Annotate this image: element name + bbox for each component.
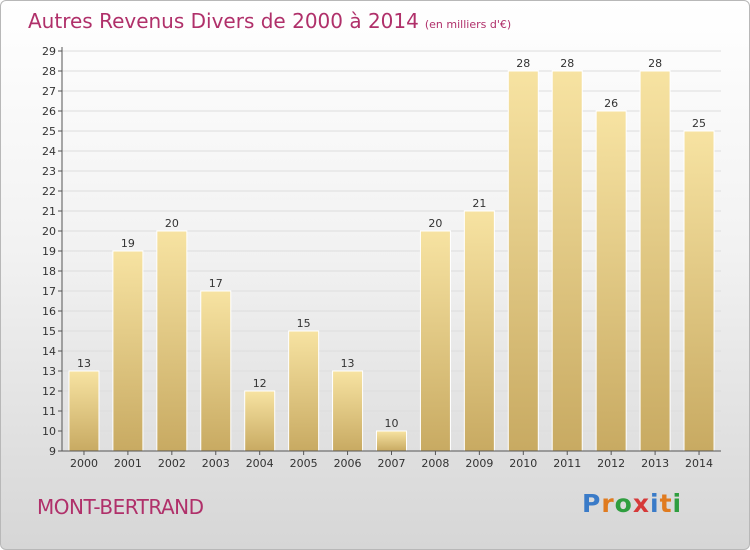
logo-letter: i (650, 489, 660, 518)
x-tick-label: 2004 (246, 457, 274, 470)
x-tick-label: 2009 (465, 457, 493, 470)
data-label: 17 (209, 277, 223, 290)
x-tick-label: 2014 (685, 457, 713, 470)
y-tick-label: 29 (42, 45, 56, 58)
bar (376, 430, 407, 452)
y-tick-label: 26 (42, 105, 56, 118)
data-label: 13 (77, 357, 91, 370)
y-tick-label: 16 (42, 305, 56, 318)
logo-letter: i (672, 489, 683, 518)
y-tick-label: 10 (42, 425, 56, 438)
bar (683, 130, 715, 452)
bar (639, 70, 671, 452)
y-tick-label: 28 (42, 65, 56, 78)
data-label: 20 (165, 217, 179, 230)
bar (595, 110, 627, 452)
bar (112, 250, 144, 452)
y-tick-label: 21 (42, 205, 56, 218)
y-tick-label: 14 (42, 345, 56, 358)
bar (200, 290, 232, 452)
title-text: Autres Revenus Divers de 2000 à 2014 (28, 9, 419, 33)
y-tick-label: 23 (42, 165, 56, 178)
bar (156, 230, 188, 452)
data-label: 12 (253, 377, 267, 390)
x-tick-label: 2011 (553, 457, 581, 470)
x-tick-label: 2005 (290, 457, 318, 470)
bar (244, 390, 276, 452)
y-tick-label: 24 (42, 145, 56, 158)
logo-letter: P (582, 489, 602, 518)
title-unit: (en milliers d'€) (424, 18, 512, 31)
y-tick-label: 19 (42, 245, 56, 258)
y-tick-label: 22 (42, 185, 56, 198)
x-tick-label: 2008 (421, 457, 449, 470)
x-tick-label: 2010 (509, 457, 537, 470)
bar (288, 330, 320, 452)
x-tick-label: 2013 (641, 457, 669, 470)
bar (332, 370, 364, 452)
logo-letter: o (614, 489, 633, 518)
data-label: 10 (385, 417, 399, 430)
logo-letter: x (632, 489, 650, 518)
y-tick-label: 20 (42, 225, 56, 238)
data-label: 28 (516, 57, 530, 70)
y-tick-label: 9 (49, 445, 56, 458)
commune-name: MONT-BERTRAND (37, 495, 204, 519)
bar (419, 230, 451, 452)
bars: 13 19 20 17 12 15 13 10 20 21 28 28 26 28 25 (68, 57, 715, 452)
y-tick-label: 27 (42, 85, 56, 98)
data-label: 26 (604, 97, 618, 110)
data-label: 13 (341, 357, 355, 370)
x-tick-label: 2003 (202, 457, 230, 470)
x-tick-label: 2006 (334, 457, 362, 470)
data-label: 25 (692, 117, 706, 130)
data-label: 28 (648, 57, 662, 70)
bar (507, 70, 539, 452)
x-tick-label: 2012 (597, 457, 625, 470)
x-tick-label: 2002 (158, 457, 186, 470)
y-tick-label: 12 (42, 385, 56, 398)
data-label: 28 (560, 57, 574, 70)
bar (551, 70, 583, 452)
bar (68, 370, 100, 452)
x-tick-label: 2000 (70, 457, 98, 470)
x-tick-label: 2007 (378, 457, 406, 470)
data-label: 21 (472, 197, 486, 210)
x-tick-label: 2001 (114, 457, 142, 470)
y-tick-label: 17 (42, 285, 56, 298)
axes: 9 10 11 12 13 14 15 16 17 18 19 20 21 22 23 24 25 26 27 28 2… (42, 45, 721, 470)
proxiti-logo[interactable]: Proxiti (582, 489, 682, 518)
logo-letter: t (659, 489, 673, 518)
bar (463, 210, 495, 452)
y-tick-label: 11 (42, 405, 56, 418)
y-tick-label: 13 (42, 365, 56, 378)
data-label: 19 (121, 237, 135, 250)
y-tick-label: 25 (42, 125, 56, 138)
data-label: 20 (428, 217, 442, 230)
y-tick-label: 15 (42, 325, 56, 338)
y-tick-label: 18 (42, 265, 56, 278)
logo-letter: r (601, 489, 615, 518)
chart-title: Autres Revenus Divers de 2000 à 2014 (en … (28, 9, 511, 33)
data-label: 15 (297, 317, 311, 330)
